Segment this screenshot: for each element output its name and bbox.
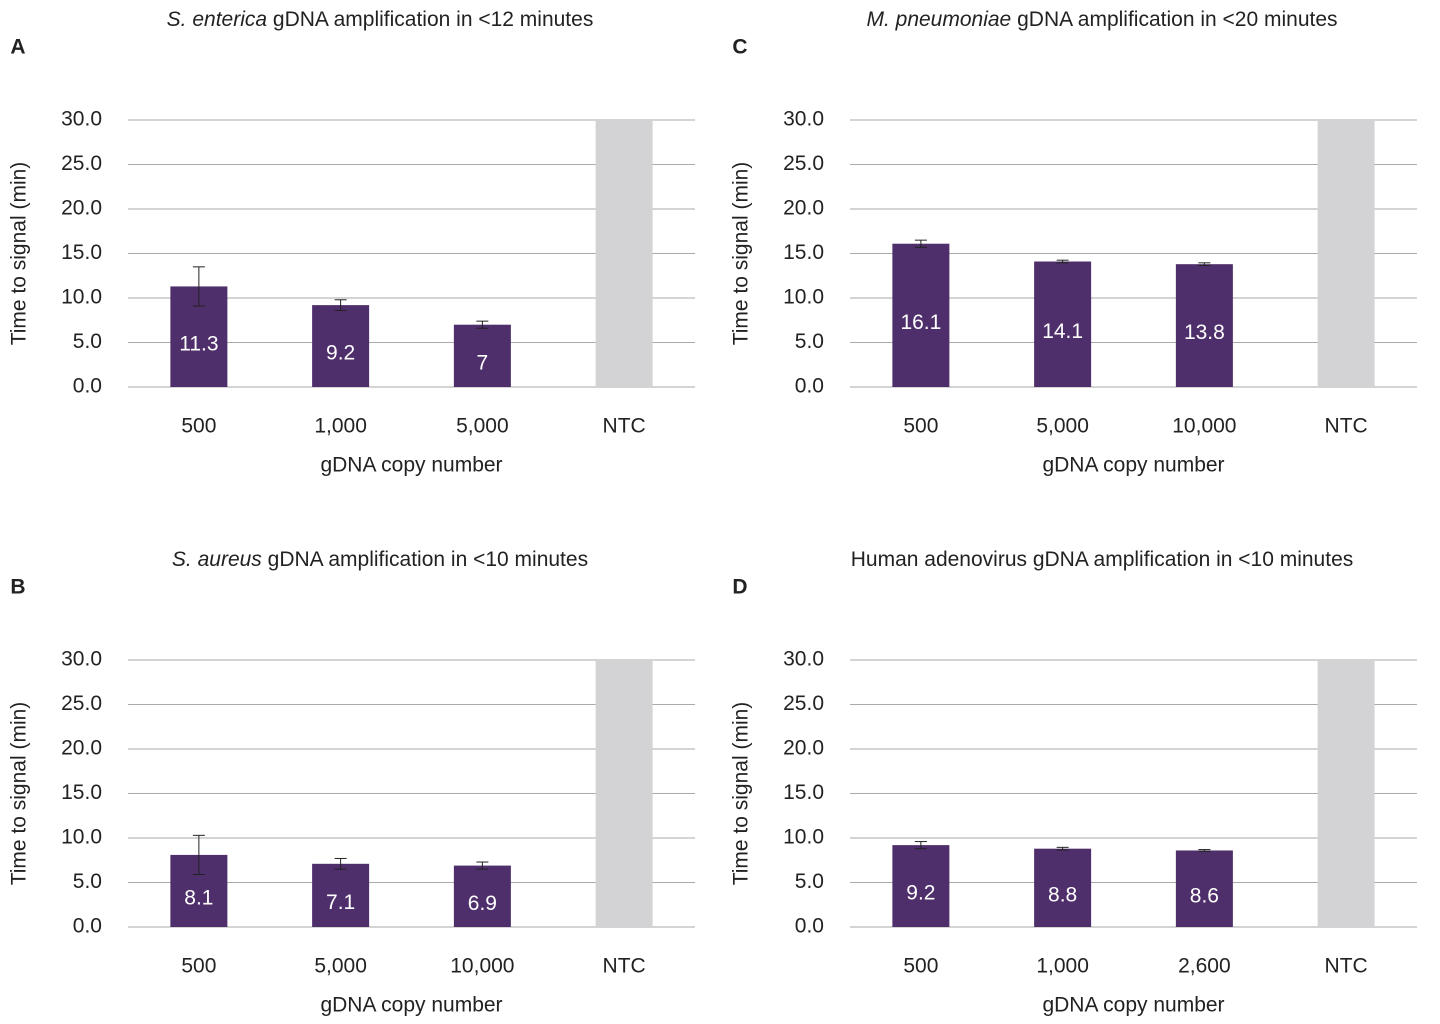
y-tick-label: 15.0: [61, 241, 102, 264]
y-tick-label: 5.0: [795, 330, 824, 353]
y-tick-label: 10.0: [783, 826, 824, 849]
chart-title: M. pneumoniae gDNA amplification in <20 …: [866, 8, 1337, 31]
y-tick-label: 30.0: [783, 648, 824, 671]
title-italic: S. aureus: [172, 548, 262, 571]
panel: C M. pneumoniae gDNA amplification in <20…: [730, 8, 1417, 477]
x-tick-label: 500: [181, 415, 216, 438]
y-tick-label: 0.0: [795, 915, 824, 938]
bar: [453, 324, 511, 387]
x-tick-label: 1,000: [314, 415, 367, 438]
y-axis-title: Time to signal (min): [8, 702, 31, 886]
y-tick-label: 5.0: [73, 330, 102, 353]
y-tick-label: 30.0: [61, 108, 102, 131]
data-label: 13.8: [1184, 321, 1225, 344]
bar: [1175, 264, 1233, 387]
x-tick-label: 1,000: [1036, 955, 1089, 978]
data-label: 16.1: [900, 311, 941, 334]
x-tick-label: 2,600: [1178, 955, 1231, 978]
y-axis-title: Time to signal (min): [730, 702, 753, 886]
x-tick-label: NTC: [1325, 955, 1368, 978]
panel: A S. enterica gDNA amplification in <12 m…: [8, 8, 695, 477]
chart-title: Human adenovirus gDNA amplification in <…: [851, 548, 1354, 571]
panel-label: C: [732, 36, 747, 59]
x-axis-title: gDNA copy number: [1042, 454, 1224, 477]
y-tick-label: 5.0: [73, 870, 102, 893]
bar: [1317, 120, 1375, 387]
y-tick-label: 5.0: [795, 870, 824, 893]
y-tick-label: 25.0: [61, 692, 102, 715]
data-label: 7: [477, 351, 489, 374]
x-tick-label: 500: [181, 955, 216, 978]
bar: [453, 865, 511, 927]
bar: [312, 863, 370, 927]
chart-title: S. aureus gDNA amplification in <10 minu…: [172, 548, 588, 571]
y-tick-label: 0.0: [73, 375, 102, 398]
y-tick-label: 25.0: [783, 692, 824, 715]
x-tick-label: NTC: [603, 415, 646, 438]
data-label: 8.1: [184, 887, 213, 910]
panel: B S. aureus gDNA amplification in <10 min…: [8, 548, 695, 1017]
bar: [1034, 261, 1092, 387]
title-text: gDNA amplification in <10 minutes: [268, 548, 588, 571]
x-tick-label: 10,000: [450, 955, 514, 978]
title-italic: S. enterica: [167, 8, 267, 31]
y-tick-label: 25.0: [61, 152, 102, 175]
x-axis-title: gDNA copy number: [1042, 994, 1224, 1017]
data-label: 9.2: [326, 342, 355, 365]
panel-label: D: [732, 576, 747, 599]
y-tick-label: 15.0: [783, 781, 824, 804]
x-tick-label: 5,000: [314, 955, 367, 978]
x-tick-label: 500: [903, 415, 938, 438]
y-tick-label: 30.0: [783, 108, 824, 131]
bar: [892, 243, 950, 387]
y-tick-label: 0.0: [795, 375, 824, 398]
y-axis-title: Time to signal (min): [8, 162, 31, 346]
data-label: 8.8: [1048, 883, 1077, 906]
x-tick-label: 5,000: [1036, 415, 1089, 438]
x-tick-label: 10,000: [1172, 415, 1236, 438]
bar: [1317, 660, 1375, 927]
data-label: 7.1: [326, 891, 355, 914]
data-label: 11.3: [179, 332, 218, 355]
y-tick-label: 15.0: [783, 241, 824, 264]
x-tick-label: 5,000: [456, 415, 509, 438]
data-label: 8.6: [1190, 884, 1219, 907]
x-tick-label: NTC: [1325, 415, 1368, 438]
y-tick-label: 0.0: [73, 915, 102, 938]
bar: [892, 845, 950, 927]
y-axis-title: Time to signal (min): [730, 162, 753, 346]
y-tick-label: 10.0: [61, 826, 102, 849]
y-tick-label: 30.0: [61, 648, 102, 671]
title-text: gDNA amplification in <12 minutes: [273, 8, 593, 31]
y-tick-label: 20.0: [783, 737, 824, 760]
title-italic: M. pneumoniae: [866, 8, 1011, 31]
data-label: 14.1: [1042, 320, 1083, 343]
y-tick-label: 20.0: [61, 737, 102, 760]
data-label: 9.2: [906, 882, 935, 905]
data-label: 6.9: [468, 892, 497, 915]
bar: [312, 305, 370, 387]
y-tick-label: 10.0: [783, 286, 824, 309]
x-tick-label: NTC: [603, 955, 646, 978]
y-tick-label: 15.0: [61, 781, 102, 804]
title-text: Human adenovirus gDNA amplification in <…: [851, 548, 1354, 571]
x-axis-title: gDNA copy number: [320, 994, 502, 1017]
y-tick-label: 10.0: [61, 286, 102, 309]
y-tick-label: 20.0: [61, 197, 102, 220]
chart-title: S. enterica gDNA amplification in <12 mi…: [167, 8, 594, 31]
bar: [1175, 850, 1233, 927]
panel-label: A: [10, 36, 25, 59]
y-tick-label: 25.0: [783, 152, 824, 175]
title-text: gDNA amplification in <20 minutes: [1017, 8, 1337, 31]
y-tick-label: 20.0: [783, 197, 824, 220]
panel: D Human adenovirus gDNA amplification in …: [730, 548, 1417, 1017]
x-tick-label: 500: [903, 955, 938, 978]
bar: [595, 120, 653, 387]
x-axis-title: gDNA copy number: [320, 454, 502, 477]
bar: [1034, 848, 1092, 927]
bar: [595, 660, 653, 927]
panel-label: B: [10, 576, 25, 599]
